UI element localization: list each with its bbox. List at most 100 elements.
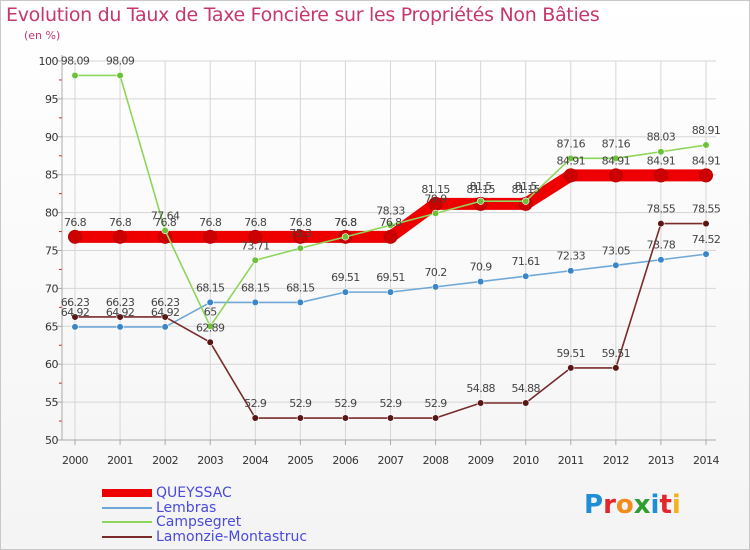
data-point: [71, 71, 79, 80]
data-point: [206, 338, 214, 346]
data-point: [341, 414, 350, 422]
legend-item-lamonzie-montastruc: Lamonzie-Montastruc: [102, 530, 307, 544]
data-label: 64.92: [61, 306, 90, 319]
data-label: 59.51: [557, 347, 586, 360]
y-tick-label: 100: [39, 55, 59, 68]
data-label: 79.9: [425, 192, 448, 205]
data-point: [612, 364, 620, 372]
series-lamonzie-montastruc: [71, 219, 710, 422]
data-label: 64.92: [151, 306, 180, 319]
data-label: 84.91: [602, 154, 631, 167]
data-label: 68.15: [196, 281, 225, 294]
data-point: [563, 168, 578, 183]
data-point: [431, 414, 440, 422]
data-point: [431, 283, 440, 291]
data-label: 59.51: [602, 347, 631, 360]
series-lembras: [71, 250, 710, 331]
y-tick-label: 55: [45, 396, 58, 409]
legend-swatch-campsegret: [102, 521, 152, 523]
data-label: 70.9: [470, 261, 493, 274]
y-tick-label: 70: [45, 282, 58, 295]
data-point: [161, 313, 169, 321]
data-point: [657, 148, 665, 156]
y-tick-label: 65: [45, 320, 58, 333]
data-label: 66.23: [61, 296, 90, 309]
x-tick-label: 2007: [378, 454, 404, 467]
data-point: [431, 209, 440, 217]
data-label: 98.09: [106, 54, 135, 67]
data-label: 70.2: [425, 266, 447, 279]
data-point: [657, 219, 665, 228]
data-point: [251, 256, 259, 264]
data-point: [341, 288, 350, 296]
data-point: [612, 261, 620, 269]
data-point: [608, 168, 623, 183]
data-label: 77.64: [151, 209, 180, 222]
data-point: [296, 244, 304, 252]
x-tick-label: 2005: [287, 454, 313, 467]
x-tick-label: 2000: [62, 454, 88, 467]
data-point: [71, 313, 79, 321]
data-point: [702, 141, 710, 149]
data-point: [386, 288, 395, 296]
data-label: 76.8: [334, 216, 357, 229]
data-point: [161, 323, 169, 331]
legend-item-campsegret: Campsegret: [102, 515, 241, 529]
proxiti-logo: Proxiti: [584, 490, 681, 520]
data-label: 68.15: [286, 281, 315, 294]
data-point: [477, 197, 485, 205]
data-label: 87.16: [557, 137, 586, 150]
data-label: 81.15: [511, 183, 540, 196]
data-label: 76.8: [379, 216, 402, 229]
logo-letter: o: [615, 490, 634, 520]
data-point: [567, 154, 575, 162]
y-tick-label: 60: [45, 358, 58, 371]
data-label: 71.61: [511, 255, 540, 268]
y-tick-label: 85: [45, 169, 58, 182]
data-label: 73.78: [647, 239, 676, 252]
data-point: [653, 168, 668, 183]
legend-label-lamonzie-montastruc: Lamonzie-Montastruc: [156, 529, 308, 545]
y-tick-label: 75: [45, 245, 58, 258]
logo-letter: P: [584, 490, 604, 520]
data-label: 66.23: [151, 296, 180, 309]
data-labels: 76.8 76.8 76.8 76.8 76.8 76.8 76.8 76.881.15 81.…: [61, 54, 722, 410]
data-label: 72.33: [557, 250, 586, 263]
legend-label-campsegret: Campsegret: [156, 514, 242, 530]
x-tick-label: 2002: [152, 454, 178, 467]
data-label: 54.88: [511, 382, 540, 395]
data-label: 78.33: [376, 204, 405, 217]
x-tick-label: 2008: [423, 454, 449, 467]
data-label: 78.55: [647, 203, 676, 216]
data-label: 52.9: [334, 397, 357, 410]
data-point: [251, 298, 259, 307]
data-point: [113, 229, 128, 244]
data-point: [477, 277, 485, 286]
legend-item-lembras: Lembras: [102, 501, 216, 515]
legend-label-queyssac: QUEYSSAC: [156, 485, 232, 501]
legend-swatch-queyssac: [102, 489, 152, 497]
data-label: 54.88: [466, 382, 495, 395]
data-point: [341, 233, 350, 241]
x-tick-label: 2009: [468, 454, 494, 467]
data-label: 52.9: [289, 397, 312, 410]
data-point: [116, 71, 124, 80]
data-point: [203, 229, 218, 244]
axes: 50 55 60 65 70 75 80 85 90 95 100 2000 2001 2002 2003 2…: [39, 55, 720, 467]
data-point: [522, 197, 530, 205]
data-point: [386, 414, 395, 422]
data-point: [477, 399, 485, 407]
series-campsegret: [71, 71, 710, 330]
x-tick-label: 2001: [107, 454, 133, 467]
legend-label-lembras: Lembras: [156, 500, 217, 516]
data-point: [522, 399, 530, 407]
logo-letter: i: [671, 490, 681, 520]
data-point: [251, 414, 259, 422]
x-tick-label: 2004: [242, 454, 268, 467]
data-point: [296, 298, 304, 307]
data-label: 73.71: [241, 239, 270, 252]
data-label: 98.09: [61, 54, 90, 67]
series-layer: [68, 71, 713, 422]
data-label: 76.8: [154, 216, 177, 229]
data-point: [612, 154, 620, 162]
